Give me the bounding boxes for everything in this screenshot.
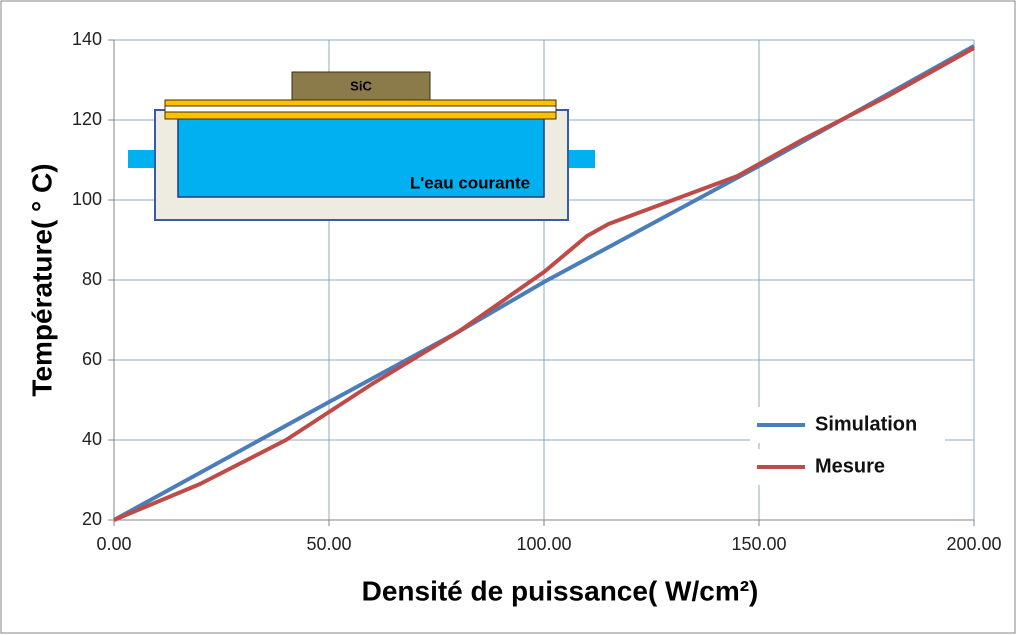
plot-area: 20 40 60 80 100 120 140 0.00 50.00 100.00 150.00 20…	[72, 29, 1002, 554]
x-tick-label: 150.00	[731, 534, 786, 554]
y-tick-label: 20	[82, 509, 102, 529]
y-tick-label: 100	[72, 189, 102, 209]
legend: Simulation Mesure	[750, 407, 945, 485]
y-tick-label: 140	[72, 29, 102, 49]
y-tick-label: 120	[72, 109, 102, 129]
line-series	[113, 46, 975, 522]
y-axis-title: Température( ° C)	[26, 163, 57, 396]
annotation: L'eau courante	[410, 173, 530, 192]
x-tick-label: 0.00	[96, 534, 131, 554]
x-tick-label: 200.00	[946, 534, 1001, 554]
x-tick-label: 50.00	[306, 534, 351, 554]
legend-label: Simulation	[815, 413, 917, 435]
x-tick-label: 100.00	[516, 534, 571, 554]
layer	[164, 105, 557, 113]
y-tick-label: 40	[82, 429, 102, 449]
annotation: SiC	[350, 78, 372, 93]
x-axis-title: Densité de puissance( W/cm²)	[362, 575, 759, 606]
inset-diagram: SiC L'eau courante	[128, 71, 595, 221]
legend-label: Mesure	[815, 455, 885, 477]
layer	[164, 111, 557, 120]
layer	[164, 99, 557, 107]
y-tick-label: 80	[82, 269, 102, 289]
y-tick-label: 60	[82, 349, 102, 369]
sic-chip	[291, 71, 431, 101]
water	[177, 117, 545, 198]
